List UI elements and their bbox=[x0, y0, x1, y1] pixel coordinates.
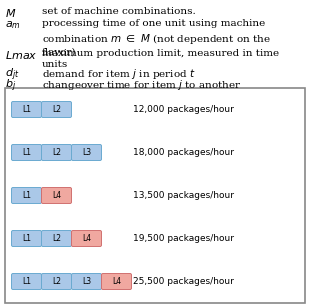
FancyBboxPatch shape bbox=[12, 230, 41, 246]
FancyBboxPatch shape bbox=[12, 144, 41, 160]
Text: $a_m$: $a_m$ bbox=[5, 19, 21, 31]
Text: L2: L2 bbox=[52, 105, 61, 114]
Text: L1: L1 bbox=[22, 105, 31, 114]
FancyBboxPatch shape bbox=[12, 274, 41, 290]
FancyBboxPatch shape bbox=[41, 274, 72, 290]
Text: L3: L3 bbox=[82, 148, 91, 157]
Text: L1: L1 bbox=[22, 148, 31, 157]
FancyBboxPatch shape bbox=[72, 144, 101, 160]
Text: L4: L4 bbox=[112, 277, 121, 286]
Text: $b_j$: $b_j$ bbox=[5, 78, 16, 94]
FancyBboxPatch shape bbox=[12, 188, 41, 204]
Text: demand for item $j$ in period $t$: demand for item $j$ in period $t$ bbox=[42, 67, 196, 81]
Text: L3: L3 bbox=[82, 277, 91, 286]
Text: L4: L4 bbox=[52, 191, 61, 200]
FancyBboxPatch shape bbox=[5, 88, 305, 303]
Text: maximum production limit, measured in time
units: maximum production limit, measured in ti… bbox=[42, 49, 279, 69]
FancyBboxPatch shape bbox=[41, 102, 72, 117]
FancyBboxPatch shape bbox=[72, 274, 101, 290]
Text: processing time of one unit using machine
combination $m$ $\in$ $M$ (not depende: processing time of one unit using machin… bbox=[42, 19, 271, 57]
Text: 13,500 packages/hour: 13,500 packages/hour bbox=[133, 191, 234, 200]
Text: $M$: $M$ bbox=[5, 7, 16, 19]
Text: L2: L2 bbox=[52, 148, 61, 157]
Text: L1: L1 bbox=[22, 277, 31, 286]
Text: L1: L1 bbox=[22, 191, 31, 200]
Text: L4: L4 bbox=[82, 234, 91, 243]
Text: $d_{jt}$: $d_{jt}$ bbox=[5, 67, 20, 83]
FancyBboxPatch shape bbox=[12, 102, 41, 117]
Text: 18,000 packages/hour: 18,000 packages/hour bbox=[133, 148, 234, 157]
FancyBboxPatch shape bbox=[72, 230, 101, 246]
FancyBboxPatch shape bbox=[41, 144, 72, 160]
Text: L2: L2 bbox=[52, 234, 61, 243]
Text: L1: L1 bbox=[22, 234, 31, 243]
FancyBboxPatch shape bbox=[101, 274, 132, 290]
Text: 12,000 packages/hour: 12,000 packages/hour bbox=[133, 105, 234, 114]
Text: L2: L2 bbox=[52, 277, 61, 286]
Text: 25,500 packages/hour: 25,500 packages/hour bbox=[133, 277, 234, 286]
Text: $\mathit{Lmax}$: $\mathit{Lmax}$ bbox=[5, 49, 38, 61]
FancyBboxPatch shape bbox=[41, 230, 72, 246]
Text: changeover time for item $j$ to another: changeover time for item $j$ to another bbox=[42, 78, 241, 92]
Text: 19,500 packages/hour: 19,500 packages/hour bbox=[133, 234, 234, 243]
FancyBboxPatch shape bbox=[41, 188, 72, 204]
Text: set of machine combinations.: set of machine combinations. bbox=[42, 7, 196, 16]
